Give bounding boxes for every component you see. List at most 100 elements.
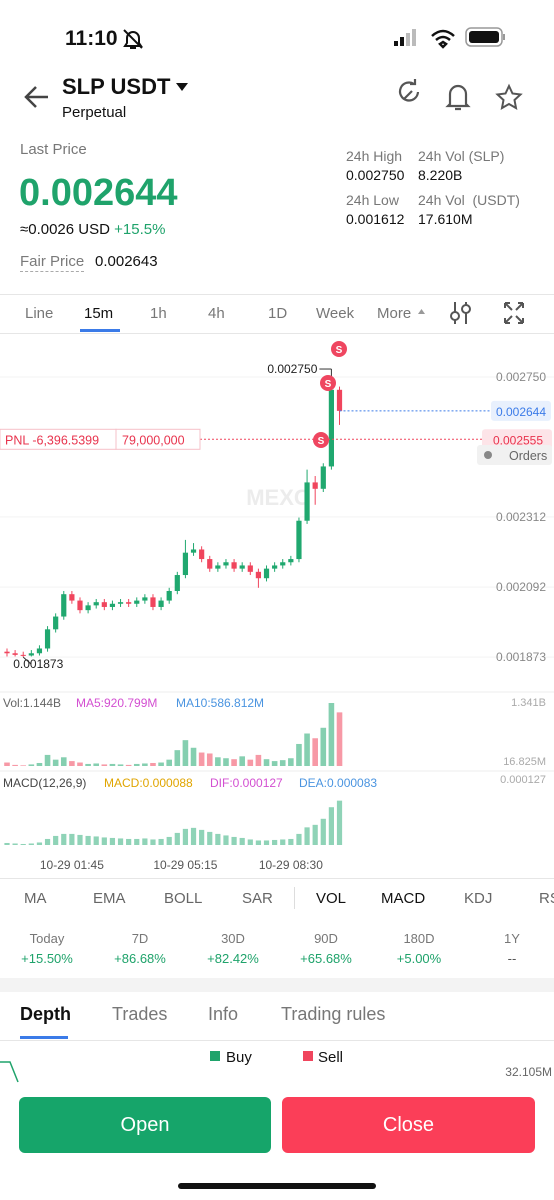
macd-bar <box>223 835 229 845</box>
candle-body <box>239 565 245 569</box>
period-change: +82.42% <box>207 951 259 966</box>
candle-body <box>158 600 164 607</box>
bottom-tab[interactable]: Info <box>208 1004 239 1024</box>
period-change: -- <box>507 951 517 966</box>
sell-marker-label: S <box>318 436 325 447</box>
bottom-tab-active[interactable]: Depth <box>20 1004 71 1024</box>
volume-bar <box>109 763 116 766</box>
candle-body <box>150 597 156 607</box>
indicator-tab-active[interactable]: VOL <box>316 890 347 907</box>
macd-bar <box>182 828 189 845</box>
volume-bar <box>279 760 286 766</box>
indicator-tab[interactable]: EMA <box>93 890 126 907</box>
candle-body <box>12 653 18 655</box>
macd-bar <box>296 833 302 845</box>
indicator-tab[interactable]: SAR <box>242 890 273 907</box>
volume-bar <box>158 762 164 766</box>
period-label: Today <box>29 931 65 946</box>
status-time: 11:10 <box>65 27 118 50</box>
y-tick-label: 0.001873 <box>496 650 546 664</box>
close-button[interactable]: Close <box>282 1097 535 1153</box>
orders-label: Orders <box>509 449 547 463</box>
chart-tools[interactable] <box>410 298 554 328</box>
candle-body <box>328 389 334 467</box>
candle-body <box>255 571 262 579</box>
candle-body <box>101 602 107 607</box>
indicator-tab[interactable]: KDJ <box>464 890 493 907</box>
volume-bar <box>312 738 318 766</box>
macd-label: MACD(12,26,9) <box>3 776 86 790</box>
volume-bar <box>101 764 108 766</box>
interval-tab[interactable]: 4h <box>208 305 225 322</box>
macd-bar <box>207 831 213 845</box>
y-tick-label: 0.002092 <box>496 580 546 594</box>
candle-body <box>223 562 229 566</box>
candle-body <box>320 466 326 489</box>
volume-bar <box>239 756 245 766</box>
candle-body <box>77 600 83 611</box>
candle-body <box>20 654 26 656</box>
candle-body <box>247 565 253 572</box>
interval-tab[interactable]: Line <box>25 305 54 322</box>
indicator-tab[interactable]: MA <box>24 890 47 907</box>
x-tick-label: 10-29 05:15 <box>153 858 217 872</box>
tab-underline <box>20 1036 68 1039</box>
last-price-label[interactable]: Last Price <box>20 141 87 158</box>
macd-bar <box>126 838 132 845</box>
volume-tick-label: 1.341B <box>511 697 546 709</box>
volume-bar <box>20 765 27 766</box>
volume-bar <box>288 758 294 766</box>
contract-type: Perpetual <box>62 104 127 121</box>
symbol[interactable]: SLP USDT <box>62 74 171 99</box>
candle-body <box>166 590 172 601</box>
low-pointer <box>22 656 32 665</box>
dif-value: DIF:0.000127 <box>210 776 283 790</box>
y-tick-label: 0.002312 <box>496 510 546 524</box>
volume-bar <box>93 763 100 766</box>
bottom-tab[interactable]: Trades <box>112 1004 168 1024</box>
open-button[interactable]: Open <box>19 1097 271 1153</box>
volume-bar <box>150 762 156 766</box>
interval-tab[interactable]: Week <box>316 305 355 322</box>
stat-label: 24h Vol (USDT) <box>418 192 520 208</box>
macd-bar <box>263 840 270 845</box>
period-label: 90D <box>314 931 338 946</box>
usd-price: ≈0.0026 USD +15.5% <box>20 222 165 237</box>
macd-bar <box>280 839 286 845</box>
fair-price-label[interactable]: Fair Price <box>20 253 85 272</box>
interval-tab[interactable]: 1h <box>150 305 167 322</box>
period-label: 1Y <box>504 931 520 946</box>
macd-bar <box>4 842 10 845</box>
macd-bar <box>61 833 67 845</box>
watermark: MEXC <box>246 485 310 510</box>
interval-tab[interactable]: 1D <box>268 305 288 322</box>
macd-bar <box>117 838 124 845</box>
x-tick-label: 10-29 08:30 <box>259 858 323 872</box>
indicator-tab[interactable]: BOLL <box>164 890 203 907</box>
macd-bar <box>239 837 245 845</box>
volume-bar <box>271 761 278 766</box>
interval-tab-active[interactable]: 15m <box>84 305 114 322</box>
period-label: 30D <box>221 931 245 946</box>
macd-bar <box>44 838 51 845</box>
candle-body <box>85 605 91 611</box>
bottom-tab[interactable]: Trading rules <box>281 1004 386 1024</box>
sell-marker <box>331 341 347 357</box>
stat-value: 8.220B <box>418 167 463 183</box>
interval-tab[interactable]: More <box>377 305 412 322</box>
volume-bar <box>182 740 189 766</box>
volume-bar <box>77 762 83 766</box>
stat-label: 24h High <box>346 148 403 164</box>
indicator-tab[interactable]: RS <box>539 890 554 907</box>
stat-value: 0.002750 <box>346 167 405 183</box>
divider <box>0 878 554 879</box>
volume-bar <box>36 762 43 766</box>
volume-bar <box>231 759 237 766</box>
divider <box>0 1040 554 1041</box>
candle-body <box>69 594 75 601</box>
candle-body <box>190 549 197 553</box>
macd-bar <box>36 842 43 845</box>
volume-bar <box>223 758 229 766</box>
indicator-tab-active[interactable]: MACD <box>381 890 426 907</box>
volume-bar <box>166 759 172 766</box>
